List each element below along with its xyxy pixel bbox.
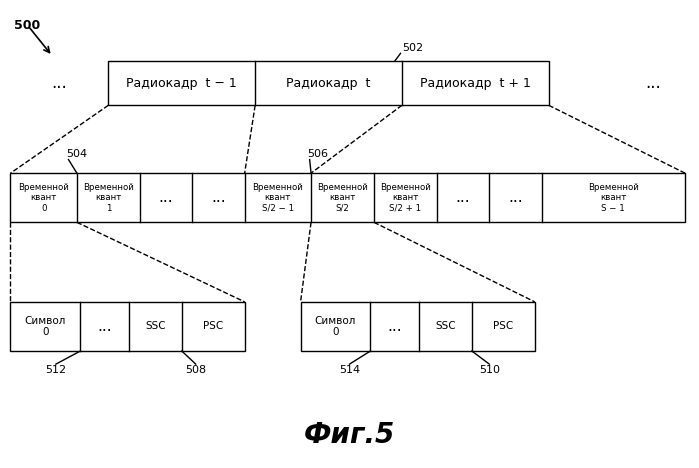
Text: 502: 502 (402, 43, 423, 53)
Text: 500: 500 (14, 19, 41, 32)
Bar (10, 302, 245, 351)
Text: ...: ... (159, 190, 173, 205)
Text: ...: ... (388, 319, 402, 334)
Text: Временной
квант
S/2: Временной квант S/2 (317, 183, 368, 212)
Text: Радиокадр  t − 1: Радиокадр t − 1 (127, 77, 237, 89)
Text: ...: ... (211, 190, 226, 205)
Text: Временной
квант
S/2 + 1: Временной квант S/2 + 1 (380, 183, 431, 212)
Text: Временной
квант
S − 1: Временной квант S − 1 (588, 183, 639, 212)
Text: Временной
квант
0: Временной квант 0 (18, 183, 69, 212)
Text: Временной
квант
1: Временной квант 1 (83, 183, 134, 212)
Text: Фиг.5: Фиг.5 (304, 421, 395, 449)
Text: SSC: SSC (145, 322, 166, 331)
Text: 514: 514 (339, 365, 360, 375)
Text: ...: ... (456, 190, 470, 205)
Bar (10, 173, 685, 222)
Text: Символ
0: Символ 0 (315, 315, 356, 337)
Text: Символ
0: Символ 0 (24, 315, 66, 337)
Text: SSC: SSC (435, 322, 456, 331)
Text: PSC: PSC (493, 322, 513, 331)
Text: ...: ... (646, 74, 661, 92)
Text: ...: ... (52, 74, 67, 92)
Text: Радиокадр  t: Радиокадр t (287, 77, 370, 89)
Text: ...: ... (98, 319, 112, 334)
Text: 504: 504 (66, 149, 87, 159)
Text: Временной
квант
S/2 − 1: Временной квант S/2 − 1 (252, 183, 303, 212)
Text: Радиокадр  t + 1: Радиокадр t + 1 (420, 77, 531, 89)
Bar (301, 302, 535, 351)
Text: 508: 508 (185, 365, 206, 375)
Text: 510: 510 (479, 365, 500, 375)
Bar (108, 61, 549, 105)
Text: PSC: PSC (203, 322, 223, 331)
Text: 506: 506 (308, 149, 329, 159)
Text: ...: ... (508, 190, 523, 205)
Text: 512: 512 (45, 365, 66, 375)
